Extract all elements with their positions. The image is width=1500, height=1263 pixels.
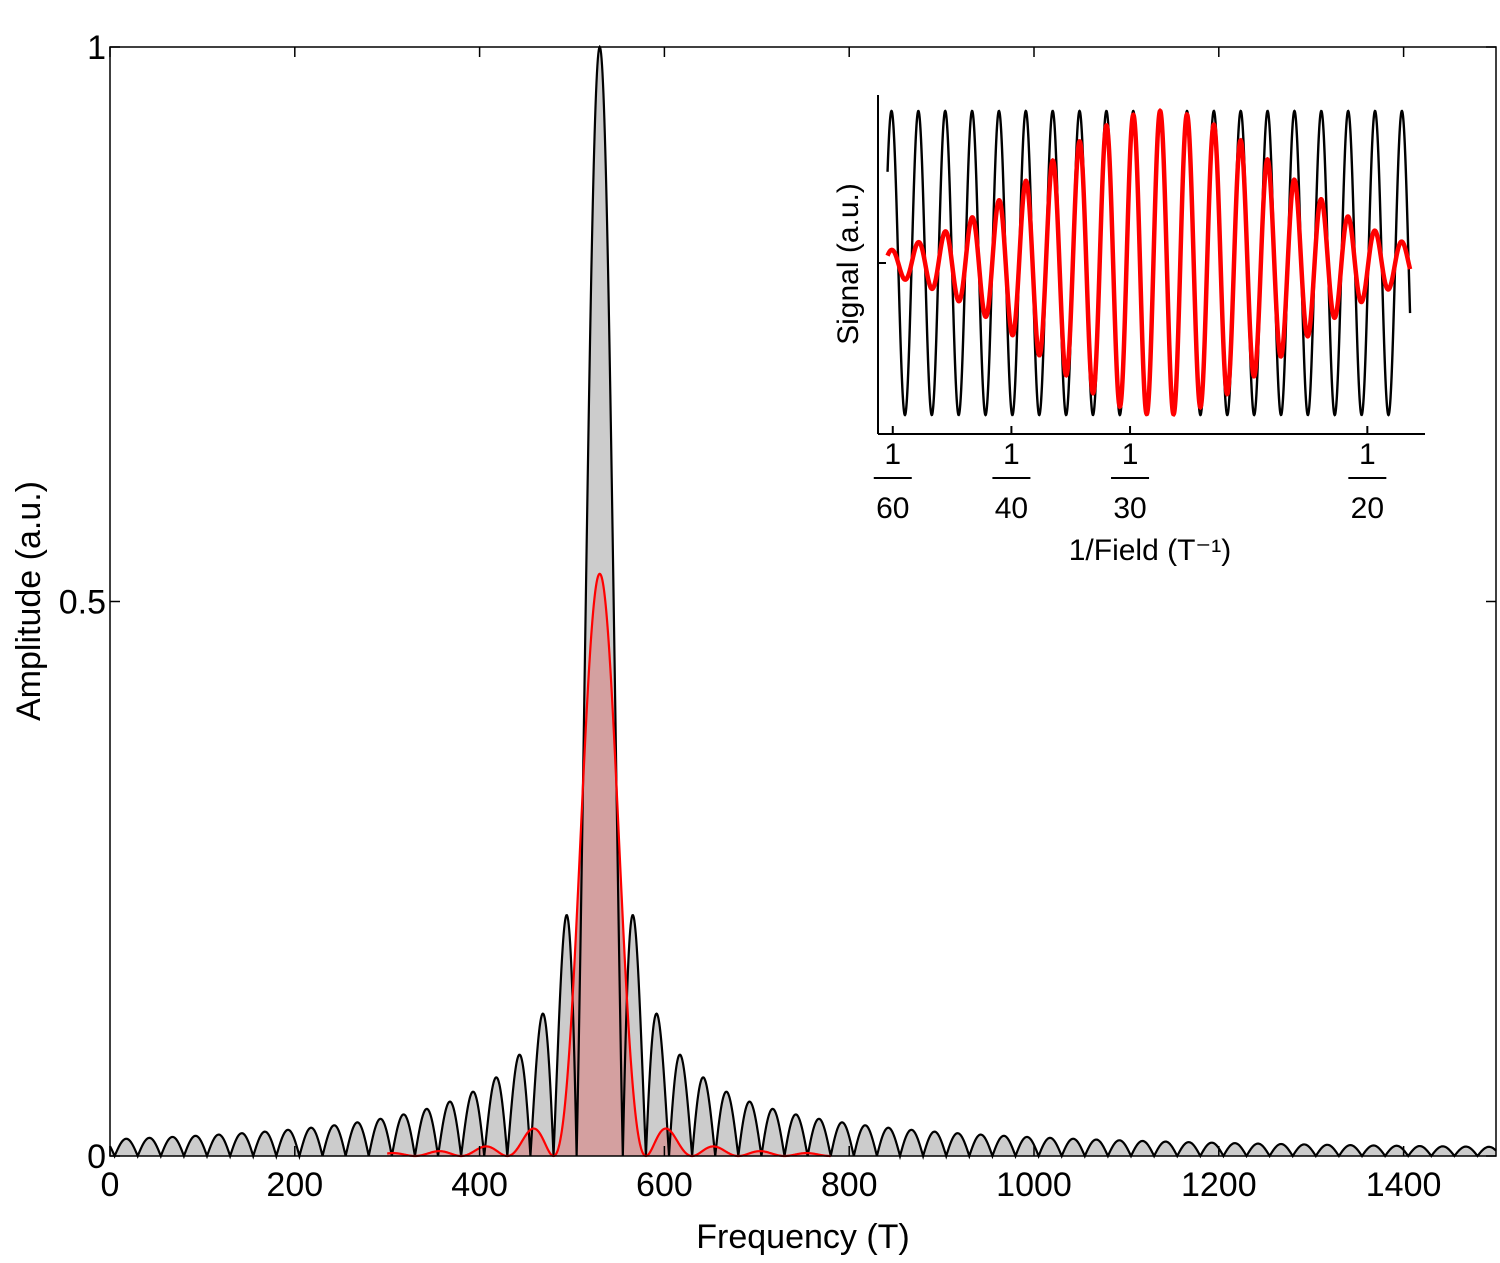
inset-x-tick-denominator: 20 xyxy=(1351,492,1384,525)
y-axis-label: Amplitude (a.u.) xyxy=(10,481,48,721)
inset-x-tick-numerator: 1 xyxy=(884,438,901,471)
inset-lines xyxy=(885,107,1413,417)
x-tick-label: 400 xyxy=(451,1166,508,1204)
inset-x-tick-numerator: 1 xyxy=(1003,438,1020,471)
series-red-fill xyxy=(387,573,831,1156)
inset-x-tick-numerator: 1 xyxy=(1359,438,1376,471)
x-axis-label: Frequency (T) xyxy=(696,1218,910,1256)
x-tick-label: 200 xyxy=(266,1166,323,1204)
x-tick-label: 0 xyxy=(101,1166,120,1204)
inset-x-tick-denominator: 60 xyxy=(876,492,909,525)
main-y-ticks: 00.51 xyxy=(59,29,1496,1176)
y-tick-label: 0 xyxy=(87,1138,106,1176)
inset-series-red-line xyxy=(885,107,1413,417)
x-tick-label: 800 xyxy=(821,1166,878,1204)
y-tick-label: 1 xyxy=(87,29,106,67)
series-black-line xyxy=(109,44,1497,1161)
inset-x-tick-numerator: 1 xyxy=(1122,438,1139,471)
x-tick-label: 1000 xyxy=(996,1166,1072,1204)
x-tick-label: 1200 xyxy=(1181,1166,1257,1204)
x-tick-label: 600 xyxy=(636,1166,693,1204)
inset-y-axis-label: Signal (a.u.) xyxy=(832,183,865,345)
main-fills xyxy=(110,47,1496,1156)
inset-x-tick-denominator: 40 xyxy=(995,492,1028,525)
main-x-ticks: 0 200 400 600 800 1000 1200 1400 xyxy=(101,47,1442,1204)
inset-plot: 1 60 1 40 1 30 1 20 1/Field (T⁻¹) Signal (a.u.) xyxy=(832,95,1425,567)
inset-x-tick-denominator: 30 xyxy=(1113,492,1146,525)
x-tick-label: 1400 xyxy=(1366,1166,1442,1204)
y-tick-label: 0.5 xyxy=(59,584,106,622)
main-plot: 0 200 400 600 800 1000 1200 1400 00.51 Frequenc… xyxy=(10,29,1497,1256)
inset-x-axis-label: 1/Field (T⁻¹) xyxy=(1069,534,1232,567)
inset-x-ticks: 1 60 1 40 1 30 1 20 xyxy=(873,426,1387,525)
